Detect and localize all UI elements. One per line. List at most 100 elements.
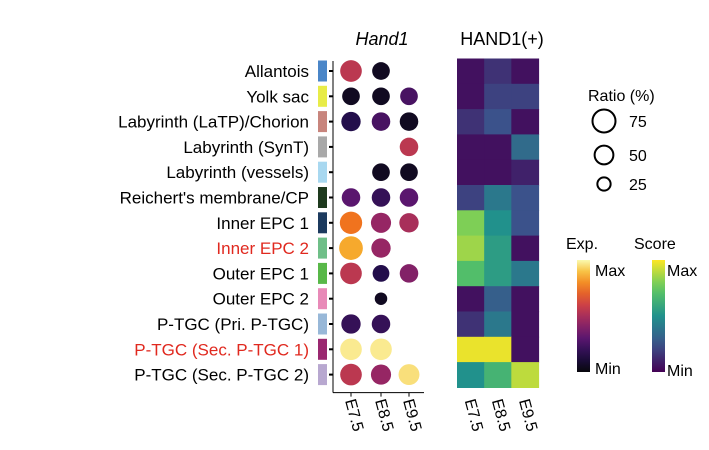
dot xyxy=(339,211,363,234)
heatmap-cell xyxy=(484,336,512,363)
dot-plot-x-tick-label: E8.5 xyxy=(371,397,396,433)
heatmap-x-tick-label: E8.5 xyxy=(488,397,513,433)
row-label: Labyrinth (LaTP)/Chorion xyxy=(118,113,309,132)
cluster-color-swatch xyxy=(318,187,327,208)
cluster-color-swatch xyxy=(318,85,327,107)
heatmap-x-tick-label: E9.5 xyxy=(515,397,540,433)
cluster-color-bar xyxy=(318,60,327,386)
heatmap-cell xyxy=(484,58,512,85)
cluster-color-swatch xyxy=(318,313,327,335)
heatmap-title: HAND1(+) xyxy=(460,29,544,49)
row-label: Outer EPC 1 xyxy=(213,264,309,283)
dot-plot-title: Hand1 xyxy=(355,29,408,49)
row-label: Yolk sac xyxy=(246,87,309,106)
dot xyxy=(400,87,418,106)
dot xyxy=(372,265,390,282)
dot xyxy=(399,213,419,233)
ratio-legend: Ratio (%) 75 50 25 xyxy=(588,88,655,194)
dot xyxy=(371,314,391,334)
heatmap-cell xyxy=(457,210,485,237)
row-label: Reichert's membrane/CP xyxy=(120,189,309,208)
heatmap-cell xyxy=(484,362,512,388)
dot-plot-x-tick-label: E9.5 xyxy=(399,397,424,433)
dot xyxy=(400,163,418,182)
heatmap-cell xyxy=(511,159,540,186)
dot xyxy=(341,314,361,334)
dot xyxy=(370,364,392,385)
heatmap-cell xyxy=(484,286,512,313)
dot xyxy=(370,212,392,233)
heatmap-cell xyxy=(511,134,540,161)
heatmap-cell xyxy=(511,260,540,287)
row-label: Allantois xyxy=(245,62,309,81)
heatmap-cell xyxy=(457,260,485,287)
dot xyxy=(399,112,419,131)
ratio-legend-title: Ratio (%) xyxy=(588,88,655,105)
dot xyxy=(371,112,391,131)
heatmap-cell xyxy=(484,235,512,262)
heatmap-x-tick-label: E7.5 xyxy=(461,397,486,433)
score-legend-title: Score xyxy=(634,236,676,253)
cluster-color-swatch xyxy=(318,212,327,234)
heatmap xyxy=(457,58,540,388)
heatmap-cell xyxy=(484,185,512,211)
heatmap-cell xyxy=(511,336,540,363)
dot xyxy=(399,188,419,207)
heatmap-cell xyxy=(457,311,485,338)
cluster-color-swatch xyxy=(318,338,327,360)
dot xyxy=(372,163,390,182)
dot xyxy=(340,363,362,386)
dot xyxy=(399,137,419,157)
heatmap-cell xyxy=(511,311,540,338)
score-legend-min: Min xyxy=(667,363,693,380)
dot xyxy=(371,188,391,207)
dot xyxy=(371,238,391,258)
row-label: Inner EPC 2 xyxy=(216,239,309,258)
dot xyxy=(339,236,363,260)
heatmap-cell xyxy=(511,185,540,211)
row-labels: Allantois Yolk sac Labyrinth (LaTP)/Chorio… xyxy=(118,62,309,385)
row-label: P-TGC (Sec. P-TGC 1) xyxy=(134,340,309,359)
ratio-legend-label: 25 xyxy=(629,177,647,194)
dot xyxy=(342,87,360,106)
exp-legend-max: Max xyxy=(595,263,625,280)
heatmap-cell xyxy=(484,311,512,338)
heatmap-cell xyxy=(484,109,512,135)
heatmap-cell xyxy=(484,260,512,287)
heatmap-cell xyxy=(457,159,485,186)
row-label: P-TGC (Pri. P-TGC) xyxy=(157,315,309,334)
row-label: Inner EPC 1 xyxy=(216,214,309,233)
dot xyxy=(398,364,420,386)
dot xyxy=(372,62,390,80)
heatmap-cell xyxy=(457,58,485,85)
heatmap-cell xyxy=(511,235,540,262)
cluster-color-swatch xyxy=(318,262,327,284)
cluster-color-swatch xyxy=(318,161,327,183)
score-legend: Score Max Min xyxy=(634,236,697,380)
cluster-color-swatch xyxy=(318,111,327,133)
expression-legend: Exp. Max Min xyxy=(566,236,625,378)
dot-plot-axis xyxy=(329,61,424,397)
ratio-legend-label: 50 xyxy=(629,148,647,165)
heatmap-cell xyxy=(457,83,485,110)
dot xyxy=(340,262,362,285)
heatmap-cell xyxy=(457,134,485,161)
row-label: Outer EPC 2 xyxy=(213,290,309,309)
score-legend-max: Max xyxy=(667,263,697,280)
cluster-color-swatch xyxy=(318,288,327,310)
dot xyxy=(372,87,390,106)
heatmap-cell xyxy=(484,83,512,110)
row-label: P-TGC (Sec. P-TGC 2) xyxy=(134,366,309,385)
ratio-legend-circle xyxy=(593,144,615,166)
heatmap-cell xyxy=(511,362,540,388)
heatmap-cell xyxy=(511,58,540,85)
row-label: Labyrinth (vessels) xyxy=(166,163,309,182)
heatmap-cell xyxy=(457,235,485,262)
exp-colorbar xyxy=(577,260,590,372)
heatmap-cell xyxy=(457,185,485,211)
dot xyxy=(374,292,388,305)
ratio-legend-circle xyxy=(596,176,612,192)
heatmap-cell xyxy=(457,362,485,388)
cluster-color-swatch xyxy=(318,136,327,158)
row-label: Labyrinth (SynT) xyxy=(183,138,309,157)
